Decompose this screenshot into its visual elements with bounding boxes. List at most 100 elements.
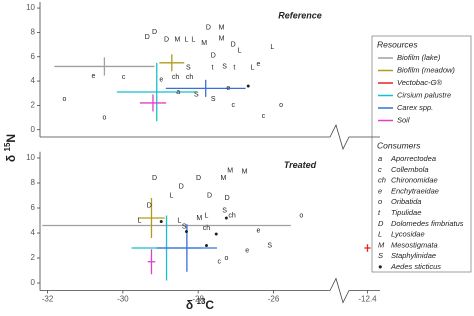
legend-label: Soil xyxy=(397,115,410,124)
consumer-point: ● xyxy=(224,215,228,222)
consumer-point: M xyxy=(219,24,225,31)
y-tick-label: 8 xyxy=(31,178,36,187)
y-label-part: δ xyxy=(4,151,18,162)
consumer-point: D xyxy=(211,52,216,59)
consumer-point: S xyxy=(186,65,191,72)
x-tick-label: -12.4 xyxy=(358,295,377,304)
legend-label: Enchytraeidae xyxy=(391,186,439,195)
x-tick-label: -32 xyxy=(42,295,54,304)
consumer-point: ● xyxy=(184,229,188,236)
legend-label: Mesostigmata xyxy=(391,240,438,249)
x-axis xyxy=(40,123,380,151)
y-tick-label: 2 xyxy=(31,253,36,262)
consumer-point: M xyxy=(242,169,248,176)
consumer-point: M xyxy=(220,175,226,182)
legend-symbol: D xyxy=(378,219,384,228)
legend-symbol: ch xyxy=(378,176,386,185)
consumer-point: ● xyxy=(204,242,208,249)
y-tick-label: 4 xyxy=(31,76,36,85)
x-label-sup: 13 xyxy=(197,297,206,306)
legend-label: Dolomedes fimbriatus xyxy=(391,219,464,228)
consumer-point: L xyxy=(238,47,242,54)
y-tick-label: 10 xyxy=(26,3,35,12)
consumer-point: D xyxy=(145,34,150,41)
legend-label: Staphylinidae xyxy=(391,251,436,260)
x-axis xyxy=(40,277,380,304)
y-tick-label: 8 xyxy=(31,28,36,37)
consumer-point: D xyxy=(152,29,157,36)
legend-label: Carex spp. xyxy=(397,103,433,112)
consumer-point: e xyxy=(256,227,260,234)
consumer-point: e xyxy=(245,247,249,254)
legend-label: Lycosidae xyxy=(391,230,425,239)
consumer-point: L xyxy=(250,65,254,72)
legend-symbol: ● xyxy=(378,262,383,271)
consumer-point: D xyxy=(225,195,230,202)
legend-symbol: o xyxy=(378,197,382,206)
legend-box xyxy=(371,35,472,273)
legend-label: Chironomidae xyxy=(391,176,438,185)
consumer-point: D xyxy=(179,184,184,191)
legend-label: Vectobac-G® xyxy=(397,78,442,87)
consumer-point: M xyxy=(175,37,181,44)
consumer-point: D xyxy=(206,24,211,31)
consumer-point: ● xyxy=(214,231,218,238)
consumer-point: ch xyxy=(228,212,236,219)
consumer-point: S xyxy=(267,242,272,249)
consumer-point: c xyxy=(262,113,266,120)
consumer-point: o xyxy=(299,212,303,219)
consumer-point: M xyxy=(201,40,207,47)
consumer-point: L xyxy=(169,192,173,199)
consumer-point: c xyxy=(231,102,235,109)
consumer-point: L xyxy=(137,217,141,224)
consumer-point: t xyxy=(233,65,235,72)
consumer-point: o xyxy=(224,255,228,262)
y-tick-label: 6 xyxy=(31,52,36,61)
consumer-point: t xyxy=(212,65,214,72)
panel-title: Reference xyxy=(278,10,322,20)
y-tick-label: 10 xyxy=(26,153,35,162)
legend-title: Consumers xyxy=(377,140,421,150)
consumer-point: ● xyxy=(246,83,250,90)
x-tick-label: -28 xyxy=(192,295,204,304)
consumer-point: c xyxy=(218,259,222,266)
consumer-point: L xyxy=(205,212,209,219)
consumer-point: D xyxy=(164,37,169,44)
y-axis-label: δ 15N xyxy=(3,134,18,162)
legend-label: Aedes sticticus xyxy=(390,262,441,271)
legend-label: Oribatida xyxy=(391,197,421,206)
consumer-point: D xyxy=(152,175,157,182)
y-label-sup: 15 xyxy=(3,142,12,151)
consumer-point: e xyxy=(159,77,163,84)
legend-label: Biofilm (lake) xyxy=(397,53,441,62)
consumer-point: M xyxy=(227,167,233,174)
consumer-point: S xyxy=(182,224,187,231)
y-tick-label: 0 xyxy=(31,278,36,287)
consumer-point: a xyxy=(176,89,180,96)
legend-symbol: S xyxy=(378,251,383,260)
y-tick-label: 2 xyxy=(31,100,36,109)
consumer-point: L xyxy=(185,37,189,44)
consumer-point: D xyxy=(231,41,236,48)
legend-symbol: M xyxy=(378,240,385,249)
consumer-point: D xyxy=(147,202,152,209)
consumer-point: D xyxy=(207,192,212,199)
x-tick-label: -30 xyxy=(117,295,129,304)
x-label-part: δ xyxy=(186,298,197,312)
legend-label: Biofilm (meadow) xyxy=(397,65,455,74)
consumer-point: S xyxy=(222,63,227,70)
legend-title: Resources xyxy=(377,39,418,49)
consumer-point: D xyxy=(196,175,201,182)
consumer-point: M xyxy=(196,215,202,222)
y-tick-label: 0 xyxy=(31,125,36,134)
legend-symbol: t xyxy=(378,208,381,217)
consumer-point: S xyxy=(222,207,227,214)
consumer-point: o xyxy=(279,102,283,109)
panel-title: Treated xyxy=(284,160,317,170)
consumer-point: ● xyxy=(159,219,163,226)
legend-symbol: e xyxy=(378,186,382,195)
consumer-point: e xyxy=(92,73,96,80)
consumer-point: o xyxy=(102,114,106,121)
legend-symbol: L xyxy=(378,230,382,239)
